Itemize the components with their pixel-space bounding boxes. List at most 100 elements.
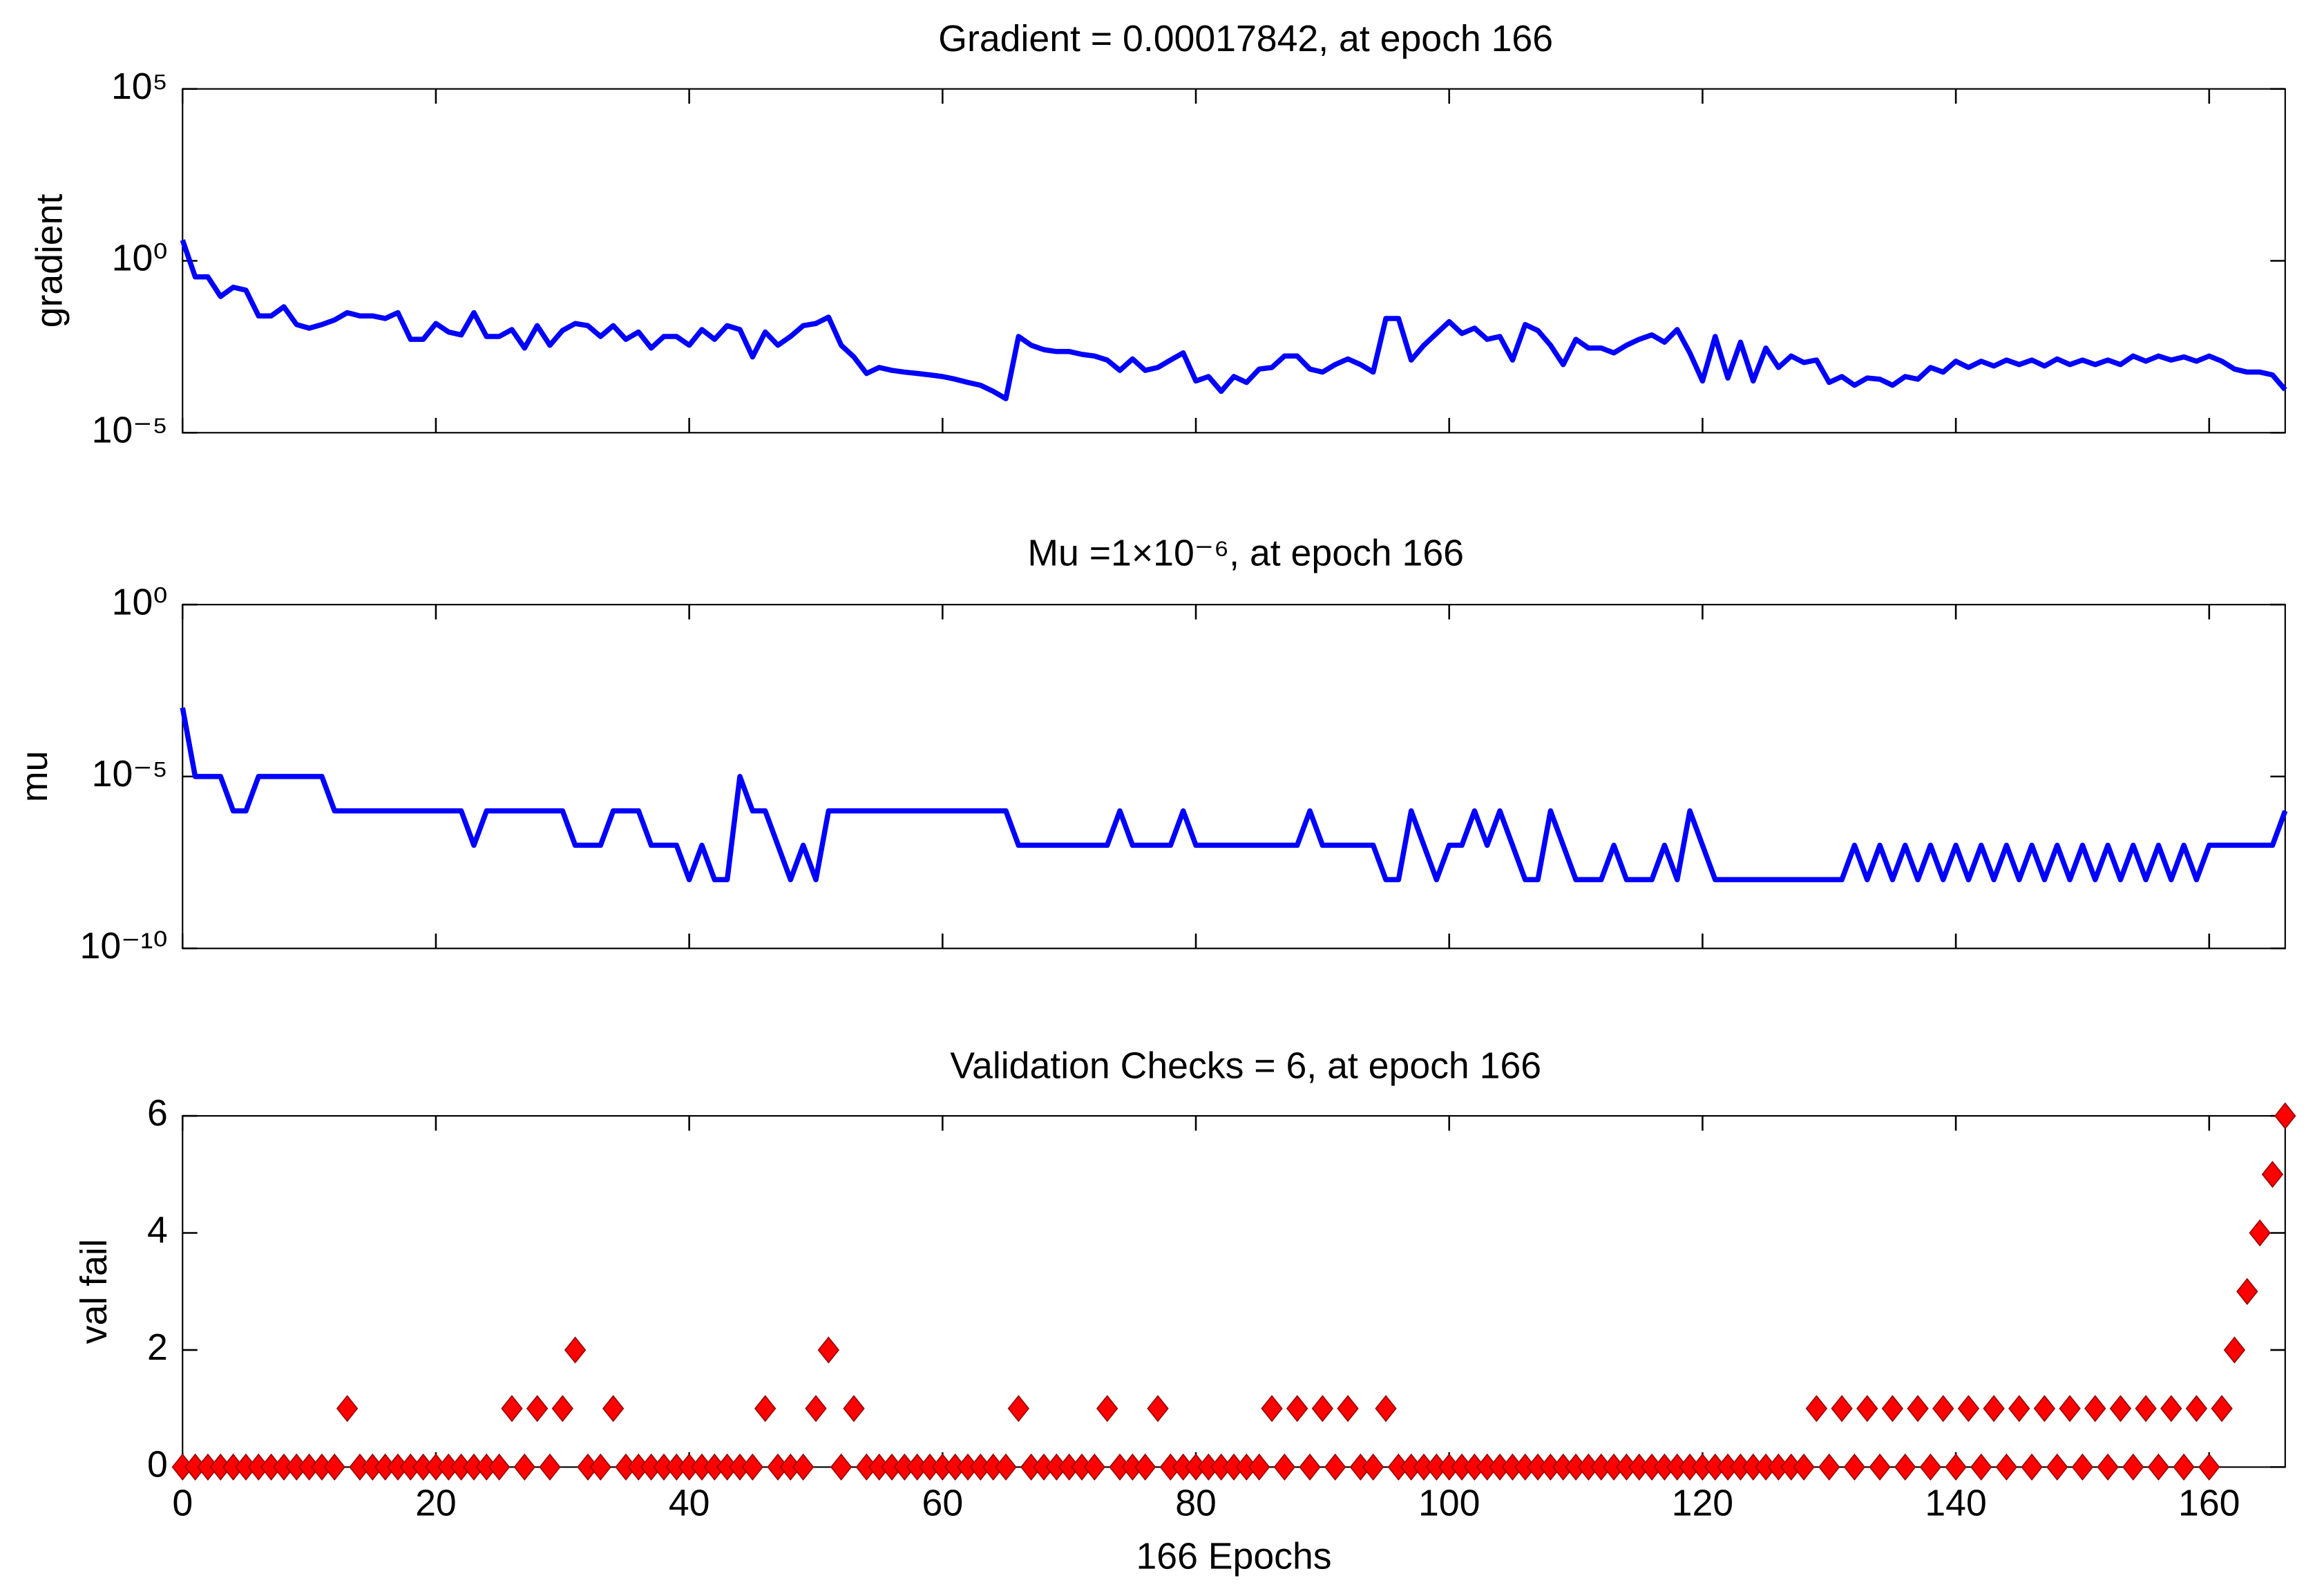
- data-marker: [2173, 1453, 2195, 1481]
- data-marker: [2059, 1395, 2081, 1423]
- x-tick-label: 140: [1925, 1482, 1986, 1523]
- data-marker: [1299, 1453, 1321, 1481]
- chart-title: Mu =1×10⁻⁶, at epoch 166: [1027, 532, 1464, 573]
- data-marker: [792, 1453, 815, 1481]
- data-marker: [1843, 1453, 1866, 1481]
- y-axis-label: gradient: [29, 194, 70, 328]
- y-tick-label: 10⁻¹⁰: [80, 925, 168, 967]
- data-marker: [488, 1453, 511, 1481]
- y-tick-label: 10⁻⁵: [92, 409, 168, 450]
- y-axis-label: mu: [14, 751, 55, 802]
- data-marker: [1311, 1395, 1334, 1423]
- data-marker: [741, 1453, 763, 1481]
- data-marker: [1831, 1395, 1853, 1423]
- data-marker: [1894, 1453, 1916, 1481]
- data-marker: [1083, 1453, 1106, 1481]
- data-marker: [995, 1453, 1017, 1481]
- data-marker: [602, 1395, 625, 1423]
- data-line: [180, 239, 2287, 401]
- data-marker: [589, 1453, 611, 1481]
- data-marker: [1286, 1395, 1308, 1423]
- x-tick-label: 160: [2178, 1482, 2240, 1523]
- data-marker: [1324, 1453, 1346, 1481]
- chart-title: Gradient = 0.00017842, at epoch 166: [938, 18, 1553, 59]
- data-marker: [2147, 1453, 2170, 1481]
- axes-frame: [182, 604, 2286, 949]
- data-marker: [539, 1453, 561, 1481]
- data-marker: [830, 1453, 853, 1481]
- y-axis-label: val fail: [73, 1239, 115, 1344]
- data-marker: [1337, 1395, 1359, 1423]
- data-marker: [2185, 1395, 2208, 1423]
- data-marker: [1983, 1395, 2005, 1423]
- data-marker: [2122, 1453, 2144, 1481]
- data-marker: [2033, 1395, 2056, 1423]
- data-marker: [1273, 1453, 1296, 1481]
- data-marker: [1945, 1453, 1967, 1481]
- data-marker: [2071, 1453, 2094, 1481]
- data-marker: [1932, 1395, 1954, 1423]
- data-marker: [1134, 1453, 1156, 1481]
- data-marker: [2223, 1336, 2246, 1364]
- data-line: [180, 707, 2288, 882]
- data-marker: [513, 1453, 535, 1481]
- data-marker: [1147, 1395, 1169, 1423]
- x-tick-label: 20: [415, 1482, 457, 1523]
- y-tick-label: 2: [147, 1327, 168, 1368]
- data-marker: [1856, 1395, 1878, 1423]
- data-marker: [1957, 1395, 1980, 1423]
- data-marker: [1881, 1395, 1904, 1423]
- data-marker: [2160, 1395, 2182, 1423]
- data-marker: [2236, 1277, 2258, 1305]
- data-marker: [2261, 1161, 2284, 1188]
- data-marker: [1096, 1395, 1118, 1423]
- x-tick-label: 0: [172, 1482, 193, 1523]
- data-marker: [2249, 1219, 2271, 1247]
- data-marker: [323, 1453, 345, 1481]
- data-marker: [2008, 1395, 2030, 1423]
- x-tick-label: 100: [1418, 1482, 1480, 1523]
- data-marker: [2097, 1453, 2119, 1481]
- data-marker: [1261, 1395, 1283, 1423]
- x-axis-label: 166 Epochs: [1136, 1536, 1331, 1577]
- data-marker: [1818, 1453, 1840, 1481]
- y-tick-label: 10⁰: [112, 238, 168, 279]
- y-tick-label: 4: [147, 1210, 168, 1251]
- data-marker: [501, 1395, 523, 1423]
- data-marker: [754, 1395, 777, 1423]
- y-tick-label: 0: [147, 1444, 168, 1485]
- data-marker: [1995, 1453, 2018, 1481]
- chart-title: Validation Checks = 6, at epoch 166: [950, 1045, 1541, 1087]
- data-marker: [1919, 1453, 1942, 1481]
- data-marker: [2084, 1395, 2106, 1423]
- data-marker: [2135, 1395, 2157, 1423]
- data-marker: [2109, 1395, 2132, 1423]
- y-tick-label: 6: [147, 1092, 168, 1134]
- y-tick-label: 10⁻⁵: [92, 753, 168, 795]
- data-marker: [1362, 1453, 1384, 1481]
- data-marker: [843, 1395, 865, 1423]
- data-marker: [564, 1336, 587, 1364]
- data-marker: [1007, 1395, 1030, 1423]
- data-marker: [1907, 1395, 1929, 1423]
- data-marker: [2198, 1453, 2220, 1481]
- data-marker: [1793, 1453, 1815, 1481]
- x-tick-label: 60: [922, 1482, 964, 1523]
- data-marker: [2046, 1453, 2068, 1481]
- x-tick-label: 120: [1672, 1482, 1733, 1523]
- x-tick-label: 40: [669, 1482, 710, 1523]
- data-marker: [817, 1336, 840, 1364]
- data-marker: [1248, 1453, 1270, 1481]
- data-marker: [2274, 1102, 2296, 1130]
- data-marker: [2021, 1453, 2043, 1481]
- data-marker: [1375, 1395, 1397, 1423]
- data-marker: [805, 1395, 827, 1423]
- data-marker: [551, 1395, 573, 1423]
- data-marker: [1805, 1395, 1828, 1423]
- data-marker: [1869, 1453, 1891, 1481]
- x-tick-label: 80: [1175, 1482, 1217, 1523]
- axes-frame: [182, 88, 2286, 434]
- y-tick-label: 10⁰: [112, 581, 168, 623]
- y-tick-label: 10⁵: [111, 66, 168, 107]
